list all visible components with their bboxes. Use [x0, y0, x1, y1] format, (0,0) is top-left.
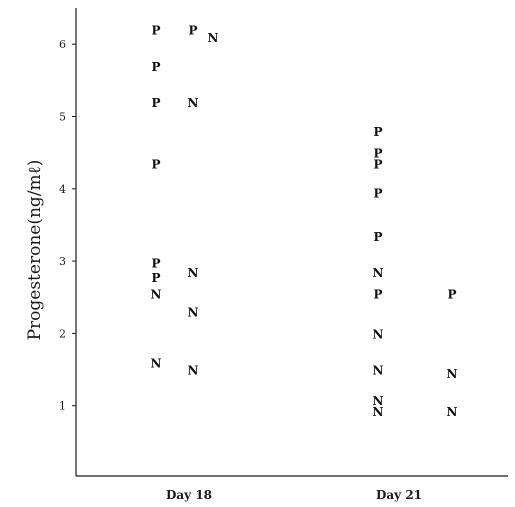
- data-point-p: P: [373, 157, 382, 171]
- data-point-n: N: [373, 327, 384, 341]
- data-point-n: N: [373, 405, 384, 419]
- data-point-p: P: [373, 147, 382, 161]
- data-point-p: P: [373, 186, 382, 200]
- data-point-n: N: [188, 306, 199, 320]
- y-tick-label: 6: [59, 38, 66, 51]
- data-point-n: N: [447, 405, 458, 419]
- data-point-p: P: [151, 271, 160, 285]
- data-point-n: N: [208, 31, 219, 45]
- data-point-p: P: [373, 125, 382, 139]
- data-point-p: P: [188, 24, 197, 38]
- data-point-n: N: [188, 364, 199, 378]
- data-point-n: N: [373, 266, 384, 280]
- data-point-n: N: [151, 288, 162, 302]
- data-point-n: N: [188, 266, 199, 280]
- data-point-p: P: [373, 230, 382, 244]
- data-point-p: P: [151, 157, 160, 171]
- data-point-n: N: [447, 367, 458, 381]
- x-category-labels: Day 18 Day 21: [166, 488, 422, 502]
- y-tick-label: 2: [59, 327, 66, 340]
- data-point-n: N: [151, 356, 162, 370]
- data-point-p: P: [151, 257, 160, 271]
- y-tick-label: 5: [59, 111, 66, 124]
- y-tick-label: 4: [59, 183, 66, 196]
- data-point-p: P: [151, 60, 160, 74]
- data-point-n: N: [373, 364, 384, 378]
- data-point-p: P: [373, 288, 382, 302]
- data-point-p: P: [151, 96, 160, 110]
- data-point-p: P: [151, 24, 160, 38]
- axes: [75, 8, 508, 477]
- data-point-n: N: [188, 96, 199, 110]
- y-tick-label: 1: [59, 400, 66, 413]
- y-tick-label: 3: [59, 255, 66, 268]
- data-point-p: P: [447, 288, 456, 302]
- y-ticks: 1 2 3 4 5 6: [59, 38, 76, 413]
- x-category-label: Day 21: [376, 488, 422, 502]
- x-category-label: Day 18: [166, 488, 212, 502]
- data-point-n: N: [373, 394, 384, 408]
- y-axis-title: Progesterone(ng/mℓ): [25, 160, 45, 341]
